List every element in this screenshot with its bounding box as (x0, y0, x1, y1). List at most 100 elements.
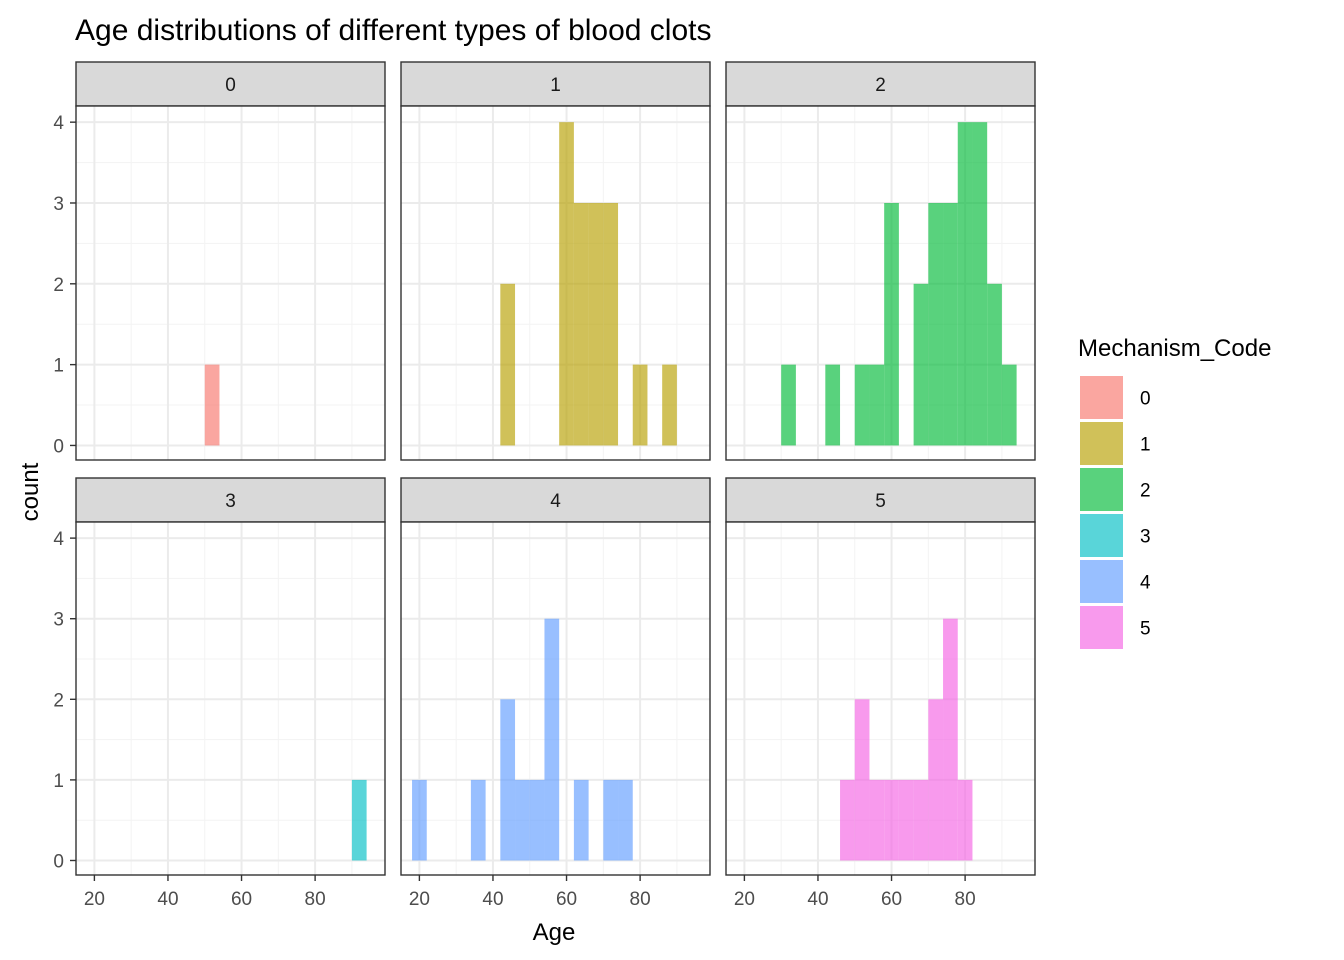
legend-items: 0 1 2 3 4 5 (1080, 376, 1151, 649)
histogram-bar (884, 779, 899, 861)
legend-label: 5 (1140, 619, 1151, 640)
x-tick-label: 60 (881, 889, 902, 910)
histogram-bar (544, 618, 560, 861)
y-tick-label: 0 (53, 851, 64, 872)
facet-strip-background (400, 477, 711, 523)
facet-strip-background (725, 477, 1036, 523)
legend-key (1080, 468, 1123, 511)
histogram-bar (1001, 364, 1017, 446)
chart-title: Age distributions of different types of … (75, 14, 712, 47)
histogram-bar (957, 779, 973, 861)
facet-strip-label: 2 (875, 75, 886, 96)
facet-panel-2: 2 (725, 61, 1036, 461)
histogram-bar (573, 779, 589, 861)
x-tick-label: 40 (157, 889, 178, 910)
legend-key (1080, 514, 1123, 557)
x-tick-label: 80 (630, 889, 651, 910)
histogram-bar (957, 122, 973, 446)
y-tick-label: 1 (53, 771, 64, 792)
facet-strip-label: 0 (225, 75, 236, 96)
x-tick-label: 80 (305, 889, 326, 910)
facet-strip-label: 1 (550, 75, 561, 96)
panel-border (725, 521, 1036, 876)
facet-strip-label: 3 (225, 491, 236, 512)
legend-label: 3 (1140, 527, 1151, 548)
legend-item-4: 4 (1080, 560, 1151, 603)
facet-panels: 0 0 1 2 3 4 1 2 3 0 1 2 3 4 20 40 60 80 4 20 40 60 80 5 20 40 60 80 (53, 61, 1036, 910)
histogram-bar (529, 779, 545, 861)
facet-panel-4: 4 20 40 60 80 (400, 477, 711, 910)
panel-border (75, 521, 386, 876)
legend-title: Mechanism_Code (1078, 335, 1271, 362)
facet-strip-background (75, 61, 386, 107)
histogram-bar (825, 364, 841, 446)
x-tick-label: 20 (409, 889, 430, 910)
histogram-bar (500, 699, 516, 861)
y-tick-label: 2 (53, 690, 64, 711)
y-axis-title-group: count (17, 462, 44, 521)
y-axis-title: count (17, 462, 44, 521)
x-tick-label: 20 (734, 889, 755, 910)
legend-item-3: 3 (1080, 514, 1151, 557)
y-tick-label: 3 (53, 610, 64, 631)
histogram-bar (662, 364, 677, 446)
histogram-bar (351, 779, 367, 861)
facet-panel-3: 3 0 1 2 3 4 20 40 60 80 (53, 477, 386, 910)
y-tick-label: 4 (53, 529, 64, 550)
legend-key (1080, 422, 1123, 465)
facet-panel-1: 1 (400, 61, 711, 461)
histogram-bar (470, 779, 486, 861)
histogram-bar (500, 283, 516, 446)
x-tick-label: 40 (807, 889, 828, 910)
panel-border (400, 521, 711, 876)
histogram-bar (898, 779, 914, 861)
legend-label: 0 (1140, 389, 1151, 410)
facet-strip-label: 4 (550, 491, 561, 512)
legend: Mechanism_Code 0 1 2 3 4 5 (1078, 335, 1271, 649)
y-tick-label: 1 (53, 356, 64, 377)
legend-item-0: 0 (1080, 376, 1151, 419)
x-tick-label: 60 (556, 889, 577, 910)
facet-strip-label: 5 (875, 491, 886, 512)
y-tick-label: 4 (53, 113, 64, 134)
x-tick-label: 80 (955, 889, 976, 910)
y-tick-label: 0 (53, 436, 64, 457)
x-axis-title: Age (533, 919, 576, 946)
histogram-bar (854, 364, 870, 446)
histogram-bar (943, 618, 958, 861)
y-tick-label: 3 (53, 194, 64, 215)
histogram-bar (869, 364, 885, 446)
panel-border (75, 105, 386, 461)
legend-label: 4 (1140, 573, 1151, 594)
histogram-bar (588, 202, 604, 446)
histogram-bar (943, 202, 958, 446)
histogram-bar (972, 122, 988, 446)
histogram-bar (204, 364, 220, 446)
histogram-bar (928, 202, 944, 446)
legend-label: 1 (1140, 435, 1151, 456)
histogram-bar (913, 779, 929, 861)
legend-item-2: 2 (1080, 468, 1151, 511)
legend-key (1080, 376, 1123, 419)
histogram-bar (603, 779, 619, 861)
histogram-bar (928, 699, 944, 861)
legend-item-5: 5 (1080, 606, 1151, 649)
legend-key (1080, 606, 1123, 649)
facet-panel-5: 5 20 40 60 80 (725, 477, 1036, 910)
panel-border (400, 105, 711, 461)
histogram-bar (869, 779, 885, 861)
legend-item-1: 1 (1080, 422, 1151, 465)
histogram-bar (913, 283, 929, 446)
histogram-bar (573, 202, 589, 446)
histogram-bar (632, 364, 648, 446)
panel-border (725, 105, 1036, 461)
histogram-bar (559, 122, 574, 446)
histogram-bar (840, 779, 855, 861)
legend-label: 2 (1140, 481, 1151, 502)
histogram-bar (987, 283, 1002, 446)
histogram-bar (412, 779, 427, 861)
histogram-bar (781, 364, 796, 446)
histogram-bar (854, 699, 870, 861)
histogram-bar (884, 202, 899, 446)
